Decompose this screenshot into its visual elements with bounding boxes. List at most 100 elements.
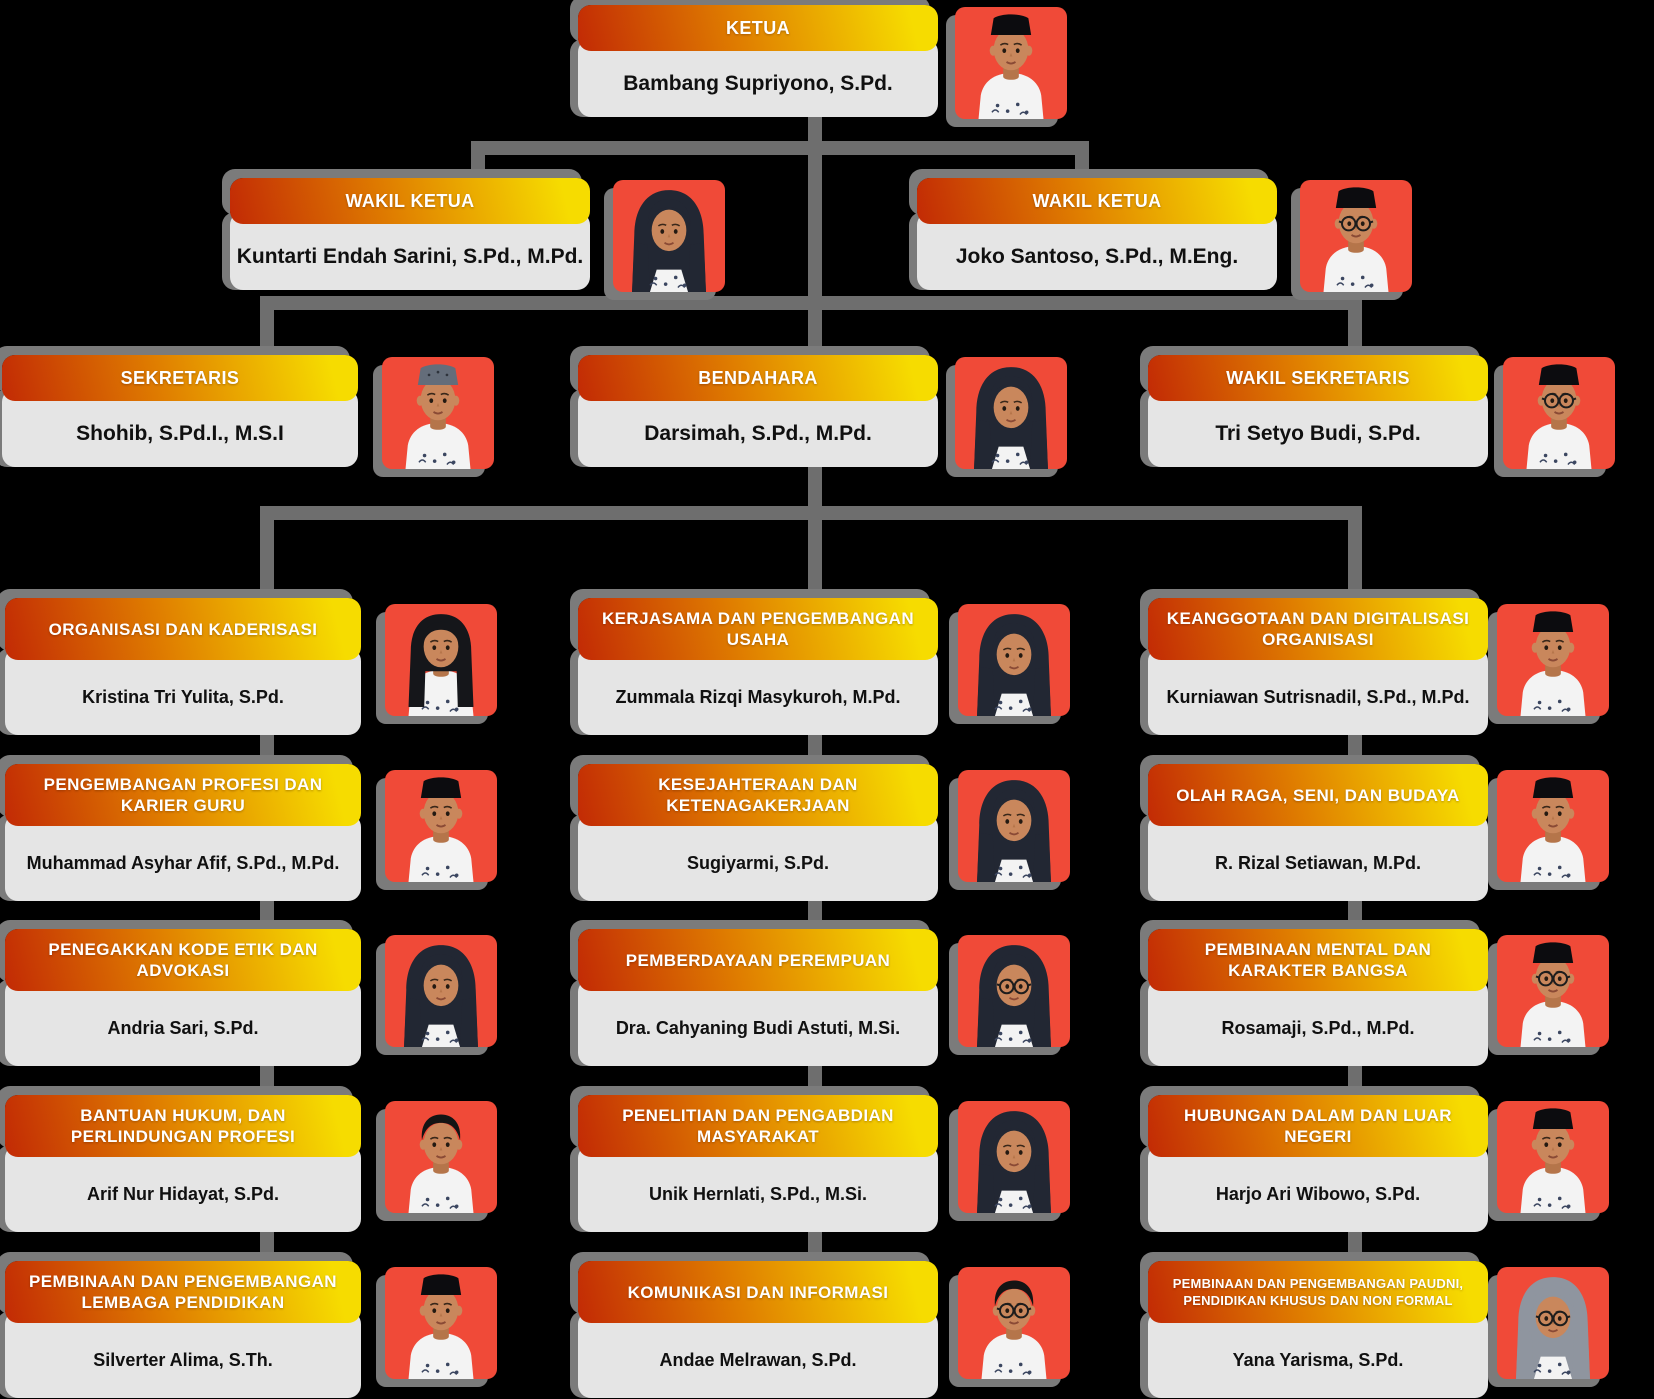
role-header: KESEJAHTERAAN DAN KETENAGAKERJAAN: [578, 764, 938, 826]
person-name: Dra. Cahyaning Budi Astuti, M.Si.: [615, 1018, 901, 1038]
role-header: BENDAHARA: [578, 355, 938, 401]
role-header: KERJASAMA DAN PENGEMBANGAN USAHA: [578, 598, 938, 660]
role-title: PEMBERDAYAAN PEREMPUAN: [625, 950, 891, 970]
member-photo: [1497, 935, 1609, 1047]
person-name: Rosamaji, S.Pd., M.Pd.: [1221, 1018, 1415, 1038]
role-header: WAKIL KETUA: [230, 178, 590, 224]
member-photo: [385, 1267, 497, 1379]
role-title: WAKIL KETUA: [1032, 190, 1162, 211]
person-name: Yana Yarisma, S.Pd.: [1232, 1350, 1404, 1370]
member-photo: [1300, 180, 1412, 292]
connector-line: [1348, 1063, 1362, 1096]
role-header: PENELITIAN DAN PENGABDIAN MASYARAKAT: [578, 1095, 938, 1157]
connector-line: [1348, 898, 1362, 931]
role-header: SEKRETARIS: [2, 355, 358, 401]
connector-line: [260, 296, 1362, 310]
connector-line: [808, 463, 822, 520]
connector-line: [1348, 732, 1362, 765]
connector-line: [808, 513, 822, 600]
role-title: PEMBINAAN DAN PENGEMBANGAN LEMBAGA PENDI…: [29, 1272, 337, 1312]
member-photo: [958, 1101, 1070, 1213]
connector-line: [260, 303, 274, 357]
member-photo: [1497, 770, 1609, 882]
role-title: WAKIL SEKRETARIS: [1226, 367, 1410, 388]
member-photo: [382, 357, 494, 469]
role-header: WAKIL SEKRETARIS: [1148, 355, 1488, 401]
member-photo: [1497, 604, 1609, 716]
member-photo: [385, 770, 497, 882]
member-photo: [385, 1101, 497, 1213]
role-header: PEMBINAAN DAN PENGEMBANGAN PAUDNI, PENDI…: [1148, 1261, 1488, 1323]
role-header: PEMBERDAYAAN PEREMPUAN: [578, 929, 938, 991]
role-header: PEMBINAAN DAN PENGEMBANGAN LEMBAGA PENDI…: [5, 1261, 361, 1323]
person-name: Andae Melrawan, S.Pd.: [659, 1350, 857, 1370]
person-name: Shohib, S.Pd.I., M.S.I: [76, 422, 284, 445]
person-name: Bambang Supriyono, S.Pd.: [623, 72, 893, 95]
member-photo: [385, 604, 497, 716]
role-title: WAKIL KETUA: [345, 190, 475, 211]
role-title: KETUA: [726, 17, 790, 38]
role-header: PENGEMBANGAN PROFESI DAN KARIER GURU: [5, 764, 361, 826]
connector-line: [808, 1063, 822, 1096]
role-header: HUBUNGAN DALAM DAN LUAR NEGERI: [1148, 1095, 1488, 1157]
role-title: SEKRETARIS: [120, 367, 240, 388]
member-photo: [613, 180, 725, 292]
role-header: BANTUAN HUKUM, DAN PERLINDUNGAN PROFESI: [5, 1095, 361, 1157]
role-title: ORGANISASI DAN KADERISASI: [48, 619, 318, 639]
role-title: HUBUNGAN DALAM DAN LUAR NEGERI: [1184, 1106, 1452, 1146]
role-title: KEANGGOTAAN DAN DIGITALISASI ORGANISASI: [1166, 609, 1470, 649]
member-photo: [958, 935, 1070, 1047]
connector-line: [471, 150, 485, 182]
person-name: Tri Setyo Budi, S.Pd.: [1215, 422, 1421, 445]
connector-line: [1348, 303, 1362, 357]
person-name: Kristina Tri Yulita, S.Pd.: [82, 687, 284, 707]
connector-line: [260, 513, 274, 600]
connector-line: [260, 898, 274, 931]
role-title: PENGEMBANGAN PROFESI DAN KARIER GURU: [43, 775, 323, 815]
member-photo: [1497, 1267, 1609, 1379]
connector-line: [471, 141, 1089, 155]
role-title: OLAH RAGA, SENI, DAN BUDAYA: [1176, 785, 1460, 805]
connector-line: [260, 1229, 274, 1262]
person-name: R. Rizal Setiawan, M.Pd.: [1214, 853, 1422, 873]
role-header: PEMBINAAN MENTAL DAN KARAKTER BANGSA: [1148, 929, 1488, 991]
role-title: BANTUAN HUKUM, DAN PERLINDUNGAN PROFESI: [70, 1106, 296, 1146]
role-title: KESEJAHTERAAN DAN KETENAGAKERJAAN: [658, 775, 858, 815]
role-title: KOMUNIKASI DAN INFORMASI: [627, 1282, 889, 1302]
person-name: Darsimah, S.Pd., M.Pd.: [644, 422, 872, 445]
connector-line: [808, 898, 822, 931]
connector-line: [1348, 513, 1362, 600]
member-photo: [955, 7, 1067, 119]
connector-line: [260, 732, 274, 765]
member-photo: [958, 1267, 1070, 1379]
member-photo: [958, 770, 1070, 882]
role-header: PENEGAKKAN KODE ETIK DAN ADVOKASI: [5, 929, 361, 991]
member-photo: [1497, 1101, 1609, 1213]
role-title: PEMBINAAN MENTAL DAN KARAKTER BANGSA: [1204, 940, 1432, 980]
role-title: PENEGAKKAN KODE ETIK DAN ADVOKASI: [48, 940, 318, 980]
person-name: Arif Nur Hidayat, S.Pd.: [86, 1184, 280, 1204]
connector-line: [1348, 1229, 1362, 1262]
role-header: ORGANISASI DAN KADERISASI: [5, 598, 361, 660]
role-header: OLAH RAGA, SENI, DAN BUDAYA: [1148, 764, 1488, 826]
person-name: Muhammad Asyhar Afif, S.Pd., M.Pd.: [26, 853, 340, 873]
role-title: BENDAHARA: [698, 367, 818, 388]
person-name: Zummala Rizqi Masykuroh, M.Pd.: [615, 687, 901, 707]
person-name: Harjo Ari Wibowo, S.Pd.: [1215, 1184, 1421, 1204]
role-title: PENELITIAN DAN PENGABDIAN MASYARAKAT: [622, 1106, 894, 1146]
role-header: KOMUNIKASI DAN INFORMASI: [578, 1261, 938, 1323]
member-photo: [1503, 357, 1615, 469]
role-title: KERJASAMA DAN PENGEMBANGAN USAHA: [601, 609, 914, 649]
connector-line: [1075, 150, 1089, 182]
connector-line: [260, 1063, 274, 1096]
role-header: WAKIL KETUA: [917, 178, 1277, 224]
person-name: Kurniawan Sutrisnadil, S.Pd., M.Pd.: [1166, 687, 1470, 707]
person-name: Joko Santoso, S.Pd., M.Eng.: [955, 245, 1239, 268]
person-name: Kuntarti Endah Sarini, S.Pd., M.Pd.: [236, 245, 584, 268]
person-name: Sugiyarmi, S.Pd.: [686, 853, 830, 873]
role-header: KETUA: [578, 5, 938, 51]
person-name: Unik Hernlati, S.Pd., M.Si.: [648, 1184, 868, 1204]
role-header: KEANGGOTAAN DAN DIGITALISASI ORGANISASI: [1148, 598, 1488, 660]
connector-line: [808, 732, 822, 765]
